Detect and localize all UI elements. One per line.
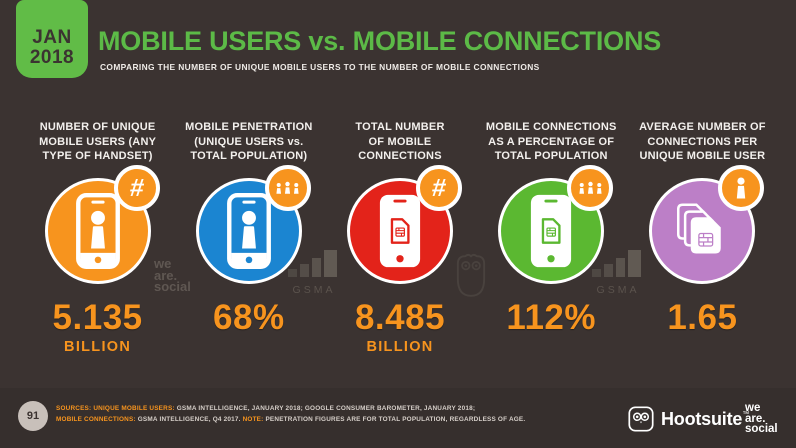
trademark-symbol: ™ [742, 410, 750, 418]
stat-value: 5.135 [52, 298, 143, 337]
stat-label-line: TOTAL POPULATION) [190, 150, 308, 162]
unique-users-label: UNIQUE MOBILE USERS: [93, 405, 175, 412]
people-icon [276, 181, 299, 194]
hootsuite-logo: Hootsuite™ [628, 406, 749, 432]
unique-users-source: GSMA INTELLIGENCE, JANUARY 2018; GOOGLE … [176, 405, 476, 412]
date-badge-month: JAN [32, 26, 72, 48]
hootsuite-wordmark: Hootsuite™ [661, 408, 750, 429]
gsma-bars-icon [288, 250, 337, 277]
stat-value: 68% [213, 298, 285, 337]
stat-label-line: TOTAL POPULATION [494, 150, 608, 162]
connections-label: MOBILE CONNECTIONS: [56, 415, 136, 423]
stat-label-line: MOBILE CONNECTIONS [485, 121, 617, 133]
phone-sim-icon [531, 194, 572, 268]
stat-icon-group [498, 165, 614, 284]
phone-user-icon [226, 193, 271, 269]
stat-label-line: UNIQUE MOBILE USER [639, 150, 766, 162]
gsma-watermark: GSMA [285, 249, 343, 296]
stat-column-mobile-penetration: MOBILE PENETRATION (UNIQUE USERS vs. TOT… [173, 120, 324, 355]
phone-user-icon [75, 193, 120, 269]
stat-value: 112% [506, 298, 596, 337]
stat-icon-group [195, 165, 311, 284]
date-badge-year: 2018 [29, 47, 75, 69]
stat-label: TOTAL NUMBER OF MOBILE CONNECTIONS [355, 120, 444, 168]
gsma-watermark-label: GSMA [596, 284, 640, 296]
page-number: 91 [26, 410, 40, 422]
stat-badge [567, 165, 614, 211]
stat-label-line: CONNECTIONS PER [647, 135, 758, 148]
date-badge: JAN 2018 [16, 0, 88, 78]
stat-column-unique-mobile-users: NUMBER OF UNIQUE MOBILE USERS (ANY TYPE … [22, 120, 173, 355]
stat-column-connections-percentage: MOBILE CONNECTIONS AS A PERCENTAGE OF TO… [476, 120, 627, 355]
stat-icon-group [649, 165, 765, 284]
stat-label: MOBILE CONNECTIONS AS A PERCENTAGE OF TO… [486, 120, 617, 168]
note-text: PENETRATION FIGURES ARE FOR TOTAL POPULA… [265, 415, 526, 423]
page-title: MOBILE USERS vs. MOBILE CONNECTIONS [98, 26, 662, 56]
stat-icon-group: # [44, 165, 160, 284]
stat-columns: NUMBER OF UNIQUE MOBILE USERS (ANY TYPE … [22, 120, 778, 355]
stat-value: 8.485 [354, 298, 446, 337]
stat-column-connections-per-user: AVERAGE NUMBER OF CONNECTIONS PER UNIQUE… [627, 120, 778, 355]
logo-line: we [745, 402, 761, 414]
sources-note: SOURCES: UNIQUE MOBILE USERS: GSMA INTEL… [56, 404, 616, 425]
sources-label: SOURCES: [56, 405, 92, 412]
sources-line-1: SOURCES: UNIQUE MOBILE USERS: GSMA INTEL… [56, 404, 616, 415]
stat-label: AVERAGE NUMBER OF CONNECTIONS PER UNIQUE… [639, 120, 766, 168]
people-icon [579, 181, 602, 194]
logo-line: social [745, 423, 778, 435]
gsma-watermark: GSMA [589, 249, 647, 296]
hash-icon: # [128, 173, 146, 202]
stat-label-line: (UNIQUE USERS vs. [194, 135, 304, 148]
stat-label-line: CONNECTIONS [358, 150, 442, 162]
person-icon [737, 177, 746, 198]
we-are-social-watermark: we are. social [154, 256, 191, 294]
gsma-bars-icon [592, 250, 641, 277]
watermark-line: are. [154, 267, 178, 283]
connections-source: GSMA INTELLIGENCE, Q4 2017. [137, 415, 241, 423]
stat-unit: BILLION [366, 339, 434, 355]
footer-band [0, 388, 796, 448]
stat-badge [718, 165, 765, 211]
stat-label-line: OF MOBILE [368, 135, 432, 148]
page-subtitle: COMPARING THE NUMBER OF UNIQUE MOBILE US… [100, 62, 540, 72]
stat-value: 1.65 [667, 298, 738, 337]
watermark-line: we [154, 256, 172, 271]
stat-label-line: AVERAGE NUMBER OF [639, 121, 766, 133]
page-number-badge: 91 [18, 401, 48, 431]
gsma-watermark-label: GSMA [292, 284, 336, 296]
stat-label: NUMBER OF UNIQUE MOBILE USERS (ANY TYPE … [39, 120, 156, 168]
sources-line-2: MOBILE CONNECTIONS: GSMA INTELLIGENCE, Q… [56, 415, 616, 426]
stat-unit: BILLION [64, 339, 132, 355]
phone-sim-icon [379, 194, 421, 268]
stat-label-line: MOBILE PENETRATION [185, 121, 313, 133]
stat-label-line: TOTAL NUMBER [355, 121, 445, 133]
stat-label-line: TYPE OF HANDSET) [42, 150, 153, 162]
hootsuite-owl-watermark [455, 252, 487, 305]
note-label: NOTE: [242, 415, 264, 423]
stat-badge: # [113, 165, 160, 211]
we-are-social-logo: we are. social [745, 403, 778, 435]
stat-badge: # [416, 165, 462, 211]
stat-icon-group: # [347, 165, 462, 284]
stat-label-line: NUMBER OF UNIQUE [39, 121, 156, 133]
stat-label: MOBILE PENETRATION (UNIQUE USERS vs. TOT… [185, 120, 312, 168]
sim-stack-icon [677, 203, 722, 254]
watermark-line: social [154, 279, 191, 294]
hash-icon: # [430, 173, 448, 202]
hootsuite-owl-icon [628, 406, 654, 432]
owl-icon [456, 253, 486, 297]
logo-line: are. [745, 412, 766, 425]
stat-label-line: MOBILE USERS (ANY [39, 135, 157, 148]
stat-badge [264, 165, 311, 211]
stat-column-mobile-connections: TOTAL NUMBER OF MOBILE CONNECTIONS [324, 120, 475, 355]
stat-label-line: AS A PERCENTAGE OF [488, 135, 615, 148]
